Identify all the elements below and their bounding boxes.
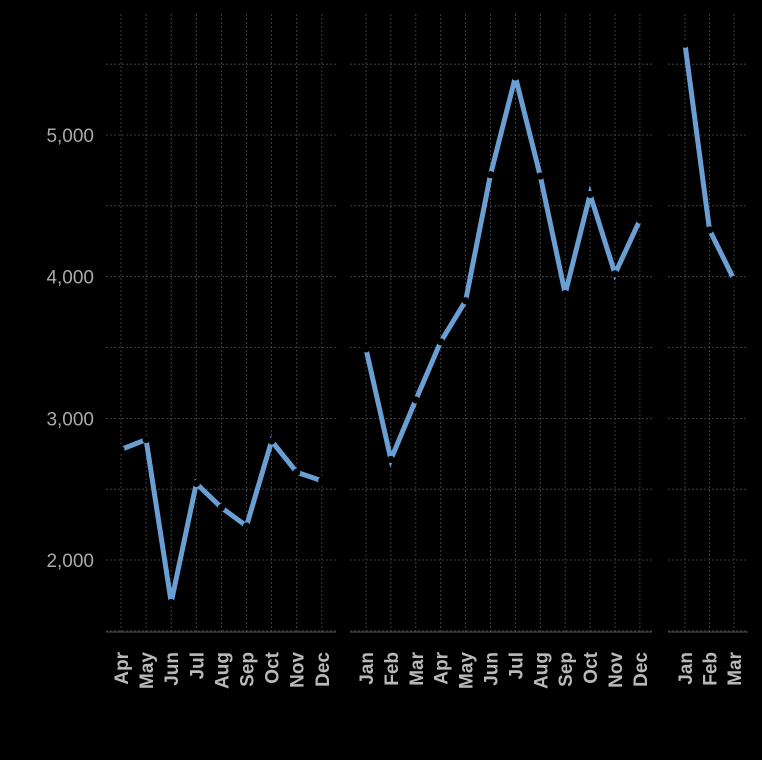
- data-point: [242, 522, 251, 530]
- x-tick-label: May: [137, 652, 158, 689]
- data-point: [536, 172, 544, 180]
- x-tick-label: Sep: [556, 652, 577, 687]
- x-tick-label: Feb: [382, 652, 403, 686]
- x-tick-label: Nov: [606, 652, 627, 688]
- x-tick-label: Jun: [482, 652, 503, 686]
- x-tick-label: Jan: [676, 652, 697, 685]
- x-tick-label: Mar: [725, 651, 746, 685]
- data-point: [486, 171, 495, 179]
- x-tick-label: Nov: [288, 652, 309, 688]
- x-tick-label: Jul: [506, 652, 527, 679]
- data-point: [167, 598, 175, 607]
- x-tick-label: Jun: [162, 652, 183, 686]
- x-tick-label: Dec: [313, 652, 334, 687]
- data-point: [268, 437, 276, 445]
- grid-layer: [106, 14, 748, 633]
- data-point: [462, 297, 470, 305]
- x-tick-label: Jul: [187, 652, 208, 679]
- x-tick-label: Feb: [701, 652, 722, 686]
- x-tick-label: Oct: [581, 651, 602, 683]
- x-tick-label: May: [457, 652, 478, 689]
- data-point: [117, 445, 125, 454]
- x-tick-label: Mar: [407, 651, 428, 685]
- y-tick-label: 2,000: [46, 551, 94, 572]
- data-point: [730, 275, 738, 284]
- series-line: [363, 76, 643, 468]
- data-point: [636, 216, 644, 224]
- data-point: [362, 345, 370, 353]
- data-point: [437, 338, 445, 346]
- x-tick-label: Aug: [212, 652, 233, 689]
- data-point: [293, 468, 301, 476]
- data-point: [681, 40, 689, 48]
- data-point: [142, 435, 150, 444]
- data-point: [705, 226, 714, 234]
- y-tick-label: 4,000: [46, 268, 94, 289]
- data-point: [611, 270, 619, 278]
- y-tick-label: 3,000: [46, 409, 94, 430]
- x-tick-label: Oct: [263, 651, 284, 683]
- x-tick-label: Jan: [357, 652, 378, 685]
- data-point: [586, 190, 594, 199]
- x-tick-label: Aug: [531, 652, 552, 689]
- data-point: [192, 479, 200, 488]
- x-tick-label: Dec: [631, 652, 652, 687]
- y-tick-label: 5,000: [46, 126, 94, 147]
- series-layer: [117, 40, 738, 607]
- data-point: [318, 477, 326, 485]
- data-point: [412, 396, 420, 404]
- x-tick-label: Apr: [112, 651, 133, 684]
- y-axis: 2,000 3,000 4,000 5,000: [46, 126, 94, 572]
- x-axis: Apr May Jun Jul Aug Sep Oct Nov Dec Jan Feb Mar Apr M…: [112, 651, 746, 689]
- x-tick-label: Sep: [238, 652, 259, 687]
- data-point: [217, 503, 225, 512]
- x-tick-label: Apr: [432, 651, 453, 684]
- data-point: [387, 455, 395, 464]
- data-point: [511, 73, 519, 81]
- data-point: [561, 290, 569, 298]
